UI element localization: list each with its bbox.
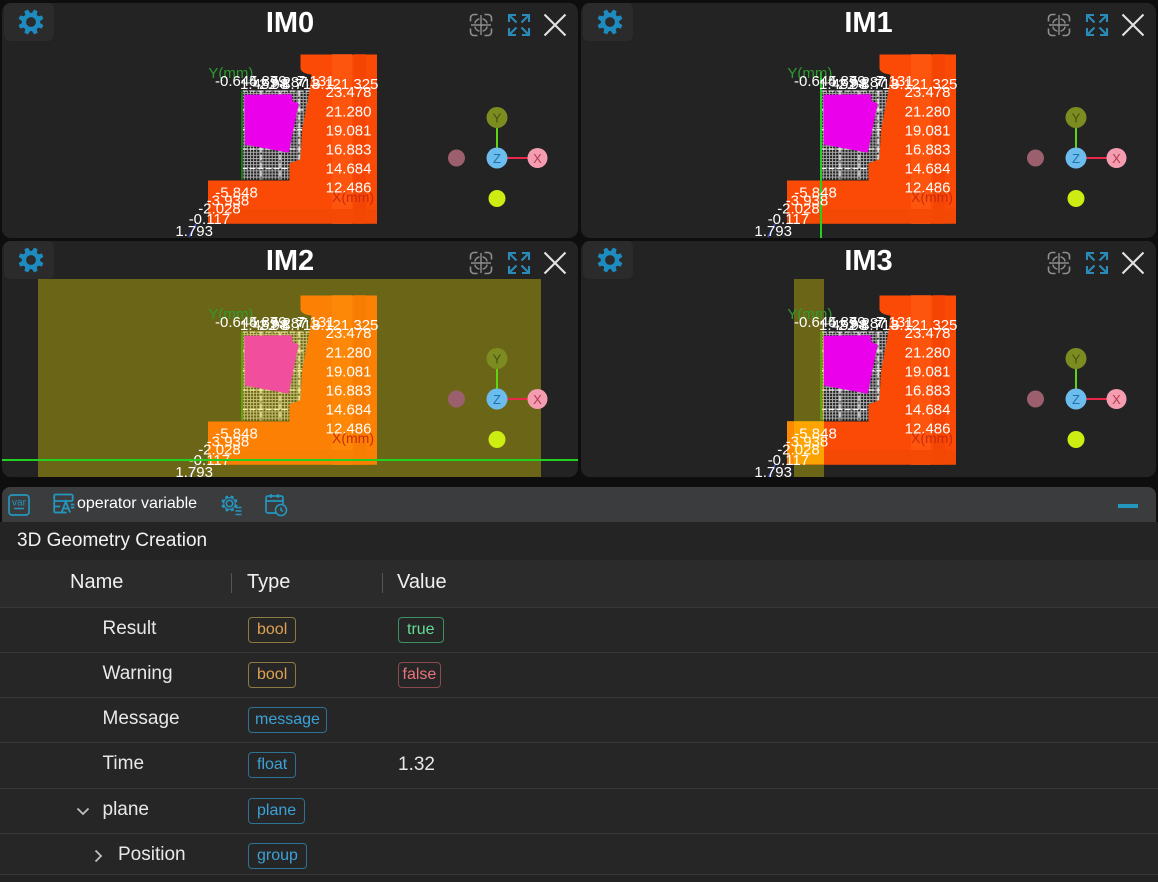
svg-text:var: var	[12, 498, 27, 509]
